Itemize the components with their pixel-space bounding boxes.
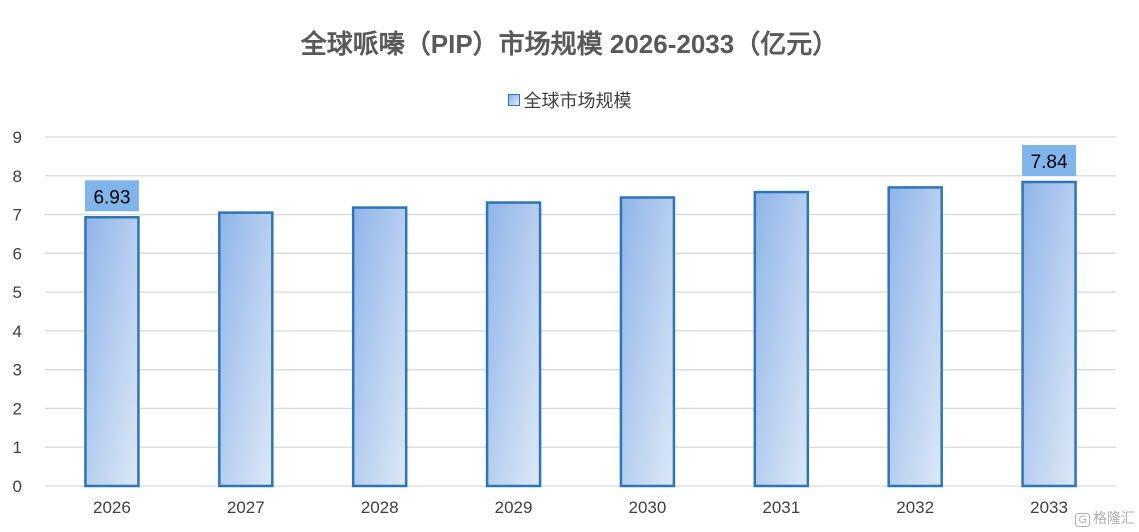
- bar-2033: [1021, 180, 1077, 488]
- x-tick-label: 2026: [93, 498, 131, 517]
- x-tick-label: 2030: [629, 498, 667, 517]
- y-tick-label: 3: [13, 361, 22, 380]
- x-tick-label: 2029: [495, 498, 533, 517]
- bar-2026: [84, 216, 140, 488]
- x-tick-label: 2033: [1030, 498, 1068, 517]
- data-label-box: [84, 180, 139, 212]
- x-tick-label: 2028: [361, 498, 399, 517]
- data-label: 7.84: [1031, 152, 1068, 173]
- watermark-text: 格隆汇: [1093, 510, 1135, 526]
- y-tick-label: 9: [13, 128, 22, 147]
- data-label-box: [1022, 144, 1077, 176]
- legend-swatch: [507, 94, 520, 106]
- y-tick-label: 5: [13, 283, 22, 302]
- x-tick-label: 2031: [762, 498, 800, 517]
- bar-2028: [351, 206, 408, 488]
- data-label: 6.93: [93, 187, 130, 208]
- y-tick-label: 4: [13, 322, 22, 341]
- x-tick-label: 2027: [227, 498, 265, 517]
- y-tick-label: 1: [13, 438, 22, 457]
- chart-legend: 全球市场规模: [0, 87, 1139, 113]
- bar-2027: [218, 211, 274, 488]
- y-tick-label: 7: [13, 206, 22, 225]
- bar-2029: [485, 201, 542, 488]
- y-tick-label: 0: [13, 477, 22, 496]
- x-tick-label: 2032: [896, 498, 934, 517]
- watermark: G 格隆汇: [1075, 508, 1135, 528]
- bar-2032: [887, 186, 943, 488]
- bar-2030: [619, 196, 676, 488]
- legend-label: 全球市场规模: [523, 91, 632, 111]
- chart-title: 全球哌嗪（PIP）市场规模 2026-2033（亿元）: [300, 29, 839, 59]
- y-tick-label: 2: [13, 399, 22, 418]
- y-tick-label: 6: [13, 244, 22, 263]
- bar-2031: [753, 190, 810, 488]
- y-tick-label: 8: [13, 167, 22, 186]
- watermark-logo-icon: G: [1075, 513, 1090, 527]
